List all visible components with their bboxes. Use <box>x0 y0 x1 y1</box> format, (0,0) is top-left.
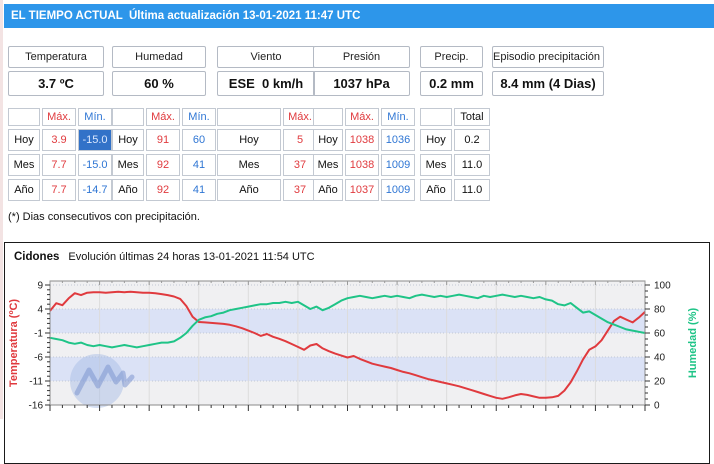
max-column-header: Máx. <box>42 108 76 126</box>
summary-humidity-label: Humedad <box>112 46 206 68</box>
summary-humidity-value: 60 % <box>112 71 206 96</box>
evolution-chart-panel: Cidones Evolución últimas 24 horas 13-01-… <box>4 242 710 464</box>
row-label: Año <box>217 179 281 201</box>
row-label: Mes <box>8 154 40 176</box>
row-label: Mes <box>217 154 281 176</box>
row-label: Hoy <box>8 129 40 151</box>
summary-wind-value: ESE 0 km/h <box>217 71 315 96</box>
page-left-edge <box>0 0 3 419</box>
hum-today-min: 60 <box>182 129 216 151</box>
max-column-header: Máx. <box>146 108 180 126</box>
summary-humidity: Humedad 60 % <box>112 46 206 96</box>
chart-title: Cidones Evolución últimas 24 horas 13-01-… <box>14 251 315 263</box>
temp-today-min-selected[interactable]: -15.0 <box>78 129 112 151</box>
summary-wind: Viento ESE 0 km/h <box>217 46 315 96</box>
row-label: Año <box>8 179 40 201</box>
pres-year-min: 1009 <box>381 179 415 201</box>
svg-text:-11: -11 <box>29 377 43 388</box>
temp-month-min: -15.0 <box>78 154 112 176</box>
station-name: Cidones <box>14 251 60 263</box>
row-label: Año <box>420 179 452 201</box>
row-label: Hoy <box>112 129 144 151</box>
svg-text:40: 40 <box>654 353 666 364</box>
temp-today-max: 3.9 <box>42 129 76 151</box>
svg-text:4: 4 <box>37 305 43 316</box>
blank-header-cell <box>420 108 452 126</box>
svg-text:80: 80 <box>654 305 666 316</box>
min-column-header: Mín. <box>182 108 216 126</box>
pres-month-min: 1009 <box>381 154 415 176</box>
summary-temperature-label: Temperatura <box>8 46 104 68</box>
summary-precip-episode-label: Episodio precipitación (*) <box>492 46 604 68</box>
precip-month-total: 11.0 <box>454 154 490 176</box>
svg-text:9: 9 <box>37 281 43 292</box>
hum-today-max: 91 <box>146 129 180 151</box>
humidity-stats-table: Máx. Mín. Hoy 91 60 Mes 92 41 Año 92 41 <box>110 105 218 204</box>
chart-subtitle: Evolución últimas 24 horas 13-01-2021 11… <box>68 251 315 263</box>
summary-precip-episode-value: 8.4 mm (4 Dias) <box>492 71 604 96</box>
svg-text:-6: -6 <box>34 353 43 364</box>
hum-month-min: 41 <box>182 154 216 176</box>
pres-today-min: 1036 <box>381 129 415 151</box>
pres-month-max: 1038 <box>345 154 379 176</box>
precip-episode-footnote: (*) Dias consecutivos con precipitación. <box>8 211 200 223</box>
blank-header-cell <box>313 108 343 126</box>
summary-temperature-value: 3.7 ºC <box>8 71 104 96</box>
max-column-header: Máx. <box>345 108 379 126</box>
temp-year-min: -14.7 <box>78 179 112 201</box>
summary-pressure-label: Presión <box>313 46 410 68</box>
svg-text:Temperatura (ºC): Temperatura (ºC) <box>8 299 20 387</box>
summary-precip-label: Precip. <box>420 46 483 68</box>
blank-header-cell <box>112 108 144 126</box>
svg-text:-16: -16 <box>29 401 44 412</box>
row-label: Hoy <box>217 129 281 151</box>
summary-precip: Precip. 0.2 mm <box>420 46 483 96</box>
row-label: Año <box>112 179 144 201</box>
svg-text:100: 100 <box>654 281 671 292</box>
blank-header-cell <box>217 108 281 126</box>
blank-header-cell <box>8 108 40 126</box>
svg-text:20: 20 <box>654 377 666 388</box>
pres-year-max: 1037 <box>345 179 379 201</box>
svg-text:60: 60 <box>654 329 666 340</box>
temperature-humidity-chart: -16 -11 -6 -1 4 9 0 20 40 60 80 100 Temperatura (ºC)… <box>8 280 699 412</box>
precip-year-total: 11.0 <box>454 179 490 201</box>
hum-year-min: 41 <box>182 179 216 201</box>
row-label: Hoy <box>313 129 343 151</box>
row-label: Hoy <box>420 129 452 151</box>
pressure-stats-table: Máx. Mín. Hoy 1038 1036 Mes 1038 1009 Añ… <box>311 105 417 204</box>
summary-pressure-value: 1037 hPa <box>313 71 410 96</box>
summary-pressure: Presión 1037 hPa <box>313 46 410 96</box>
summary-wind-label: Viento <box>217 46 315 68</box>
current-weather-header: EL TIEMPO ACTUAL Última actualización 13… <box>4 4 714 28</box>
pres-today-max: 1038 <box>345 129 379 151</box>
precip-today-total: 0.2 <box>454 129 490 151</box>
total-column-header: Total <box>454 108 490 126</box>
min-column-header: Mín. <box>78 108 112 126</box>
summary-precip-value: 0.2 mm <box>420 71 483 96</box>
svg-text:0: 0 <box>654 401 660 412</box>
hum-month-max: 92 <box>146 154 180 176</box>
summary-precip-episode: Episodio precipitación (*) 8.4 mm (4 Dia… <box>492 46 604 96</box>
row-label: Mes <box>112 154 144 176</box>
min-column-header: Mín. <box>381 108 415 126</box>
summary-temperature: Temperatura 3.7 ºC <box>8 46 104 96</box>
temperature-stats-table: Máx. Mín. Hoy 3.9 -15.0 Mes 7.7 -15.0 Añ… <box>6 105 114 204</box>
svg-text:Humedad (%): Humedad (%) <box>687 308 699 379</box>
precip-stats-table: Total Hoy 0.2 Mes 11.0 Año 11.0 <box>418 105 492 204</box>
temp-month-max: 7.7 <box>42 154 76 176</box>
temp-year-max: 7.7 <box>42 179 76 201</box>
svg-text:-1: -1 <box>34 329 43 340</box>
row-label: Mes <box>313 154 343 176</box>
wind-stats-table: Máx. Hoy 5 Mes 37 Año 37 <box>215 105 319 204</box>
row-label: Mes <box>420 154 452 176</box>
hum-year-max: 92 <box>146 179 180 201</box>
row-label: Año <box>313 179 343 201</box>
